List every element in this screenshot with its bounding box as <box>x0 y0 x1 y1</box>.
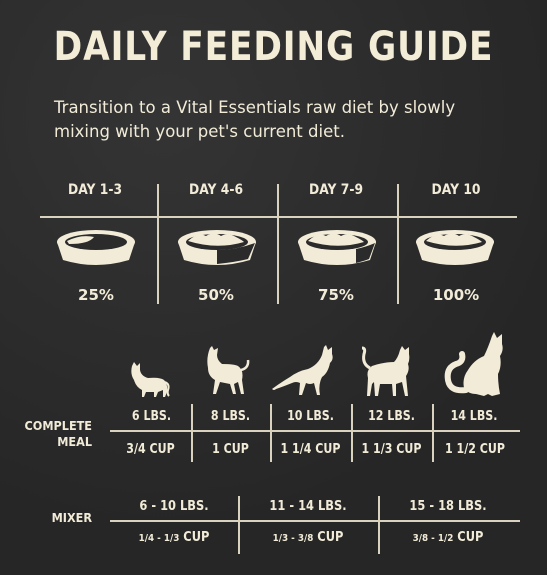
percent-label: 75% <box>318 286 354 304</box>
cup-cell: 1 CUP <box>212 442 249 457</box>
weight-cell: 10 LBS. <box>287 409 334 424</box>
mixer-cup-unit: CUP <box>457 530 484 545</box>
percent-label: 25% <box>78 286 114 304</box>
divider <box>191 404 193 462</box>
day-header: DAY 4-6 <box>188 182 244 198</box>
mixer-weight-cell: 6 - 10 LBS. <box>139 499 209 514</box>
bowl-icon <box>178 230 256 265</box>
label-line: MEAL <box>57 434 92 449</box>
day-header: DAY 10 <box>431 182 481 198</box>
mixer-cup-cell: 1/4 - 1/3 CUP <box>118 530 231 545</box>
divider <box>110 520 520 522</box>
mixer-cup-amount: 1/3 - 3/8 <box>272 533 314 544</box>
divider <box>238 496 240 554</box>
divider <box>378 496 380 554</box>
mixer-cup-amount: 3/8 - 1/2 <box>412 533 454 544</box>
bowl-icon <box>57 230 135 265</box>
cat-icon <box>131 362 170 397</box>
day-header: DAY 1-3 <box>67 182 123 198</box>
divider <box>277 184 279 304</box>
divider <box>270 404 272 462</box>
mixer-cup-amount: 1/4 - 1/3 <box>138 533 180 544</box>
mixer-cup-cell: 1/3 - 3/8 CUP <box>246 530 369 545</box>
divider <box>157 184 159 304</box>
percent-label: 100% <box>432 286 480 304</box>
bowl-icon <box>298 230 376 265</box>
percent-label: 50% <box>198 286 234 304</box>
divider <box>397 184 399 304</box>
cup-cell: 3/4 CUP <box>126 442 175 457</box>
weight-cell: 14 LBS. <box>450 409 498 424</box>
mixer-cup-unit: CUP <box>183 530 210 545</box>
cup-cell: 1 1/4 CUP <box>280 442 341 457</box>
page-title: DAILY FEEDING GUIDE <box>53 24 494 70</box>
divider <box>432 404 434 462</box>
day-header: DAY 7-9 <box>308 182 364 198</box>
cat-icon <box>272 345 333 395</box>
cat-icon <box>444 332 503 396</box>
mixer-cup-cell: 3/8 - 1/2 CUP <box>386 530 509 545</box>
cup-cell: 1 1/3 CUP <box>361 442 422 457</box>
mixer-cup-unit: CUP <box>317 530 344 545</box>
divider <box>110 430 520 432</box>
weight-cell: 6 LBS. <box>131 409 172 424</box>
mixer-weight-cell: 11 - 14 LBS. <box>269 499 347 514</box>
divider <box>40 216 517 218</box>
weight-cell: 12 LBS. <box>368 409 415 424</box>
subtitle: Transition to a Vital Essentials raw die… <box>54 98 456 141</box>
mixer-weight-cell: 15 - 18 LBS. <box>409 499 487 514</box>
bowl-icon <box>416 230 494 265</box>
cat-icon <box>207 346 250 394</box>
complete-meal-label: COMPLETE MEAL <box>18 418 92 450</box>
cup-cell: 1 1/2 CUP <box>445 442 505 457</box>
divider <box>351 404 353 462</box>
weight-cell: 8 LBS. <box>210 409 251 424</box>
label-line: COMPLETE <box>24 418 92 433</box>
cat-icon <box>361 346 410 396</box>
mixer-label: MIXER <box>51 510 92 525</box>
